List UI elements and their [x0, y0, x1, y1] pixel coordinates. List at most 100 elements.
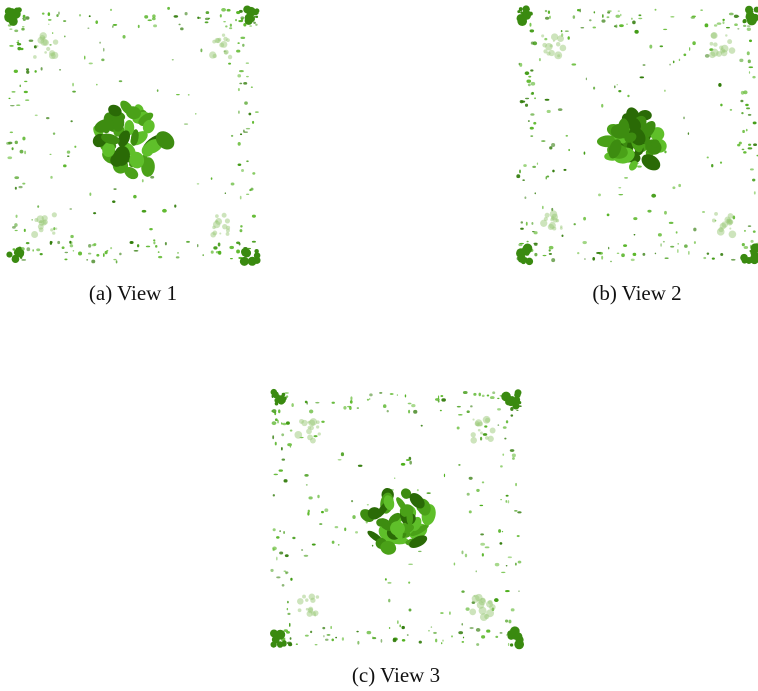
- speckle: [538, 57, 541, 62]
- speckle: [6, 141, 11, 145]
- corner-cluster: [742, 18, 747, 23]
- speckle: [235, 18, 237, 22]
- speckle: [291, 403, 294, 407]
- speckle: [716, 22, 722, 25]
- speckle: [486, 394, 490, 397]
- speckle: [276, 576, 281, 579]
- speckle: [48, 23, 50, 25]
- speckle: [289, 445, 292, 448]
- faint-patch: [316, 420, 320, 425]
- speckle: [501, 530, 504, 533]
- speckle: [278, 469, 283, 472]
- corner-cluster: [520, 258, 527, 265]
- speckle: [526, 79, 532, 83]
- corner-cluster: [522, 243, 533, 254]
- faint-patch: [50, 228, 54, 232]
- speckle: [226, 8, 231, 12]
- object: [409, 493, 425, 509]
- speckle: [343, 405, 347, 410]
- speckle: [530, 93, 533, 95]
- corner-cluster: [245, 8, 251, 14]
- corner-cluster: [283, 396, 287, 401]
- object: [380, 540, 397, 555]
- speckle: [484, 425, 488, 428]
- speckle: [272, 435, 275, 440]
- faint-patch: [548, 49, 555, 57]
- faint-patch: [39, 220, 42, 224]
- faint-patch: [44, 51, 47, 54]
- speckle: [637, 165, 642, 168]
- speckle: [229, 23, 232, 27]
- speckle: [748, 39, 753, 43]
- faint-patch: [484, 436, 489, 440]
- faint-patch: [470, 437, 477, 444]
- speckle: [752, 178, 756, 182]
- corner-cluster: [281, 392, 286, 397]
- speckle: [197, 244, 199, 248]
- speckle: [137, 24, 140, 29]
- faint-patch: [480, 431, 483, 435]
- speckle: [411, 403, 416, 408]
- corner-cluster: [509, 643, 514, 647]
- speckle: [141, 179, 144, 183]
- speckle: [245, 75, 249, 78]
- corner-cluster: [270, 641, 277, 648]
- speckle: [453, 562, 456, 566]
- faint-patch: [297, 608, 302, 613]
- speckle: [129, 241, 134, 245]
- corner-cluster: [11, 254, 18, 261]
- speckle: [389, 393, 394, 395]
- speckle: [541, 140, 546, 142]
- speckle: [369, 393, 373, 397]
- speckle: [112, 24, 118, 26]
- speckle: [16, 41, 20, 44]
- speckle: [178, 23, 181, 26]
- speckle: [407, 402, 412, 405]
- speckle: [516, 174, 521, 179]
- speckle: [388, 598, 391, 603]
- speckle: [196, 183, 200, 185]
- speckle: [350, 396, 353, 401]
- speckle: [746, 25, 751, 27]
- speckle: [633, 217, 638, 221]
- speckle: [289, 429, 293, 432]
- speckle: [688, 250, 690, 255]
- speckle: [244, 101, 248, 105]
- speckle: [240, 225, 243, 228]
- corner-cluster: [750, 243, 758, 254]
- faint-patch: [215, 214, 219, 218]
- speckle: [634, 29, 639, 34]
- faint-patch: [474, 421, 480, 427]
- speckle: [253, 21, 256, 24]
- speckle: [684, 244, 688, 248]
- faint-patch: [544, 212, 550, 218]
- speckle: [484, 546, 490, 549]
- speckle: [416, 488, 419, 492]
- speckle: [382, 404, 387, 409]
- corner-cluster: [525, 257, 534, 266]
- speckle: [251, 120, 255, 124]
- speckle: [497, 408, 501, 411]
- corner-cluster: [239, 256, 249, 266]
- speckle: [396, 394, 399, 396]
- speckle: [112, 25, 114, 29]
- speckle: [524, 196, 527, 200]
- speckle: [638, 14, 642, 17]
- speckle: [325, 638, 329, 641]
- faint-patch: [43, 36, 46, 39]
- speckle: [96, 83, 98, 86]
- speckle: [284, 392, 289, 394]
- speckle: [584, 258, 586, 260]
- speckle: [499, 542, 503, 545]
- speckle: [596, 252, 601, 254]
- speckle: [156, 89, 159, 92]
- speckle: [23, 228, 26, 232]
- speckle: [286, 641, 292, 645]
- speckle: [749, 168, 754, 171]
- faint-patch: [728, 47, 736, 54]
- speckle: [719, 161, 723, 164]
- speckle: [331, 401, 335, 404]
- speckle: [462, 390, 468, 395]
- faint-patch: [724, 216, 731, 223]
- speckle: [651, 193, 657, 198]
